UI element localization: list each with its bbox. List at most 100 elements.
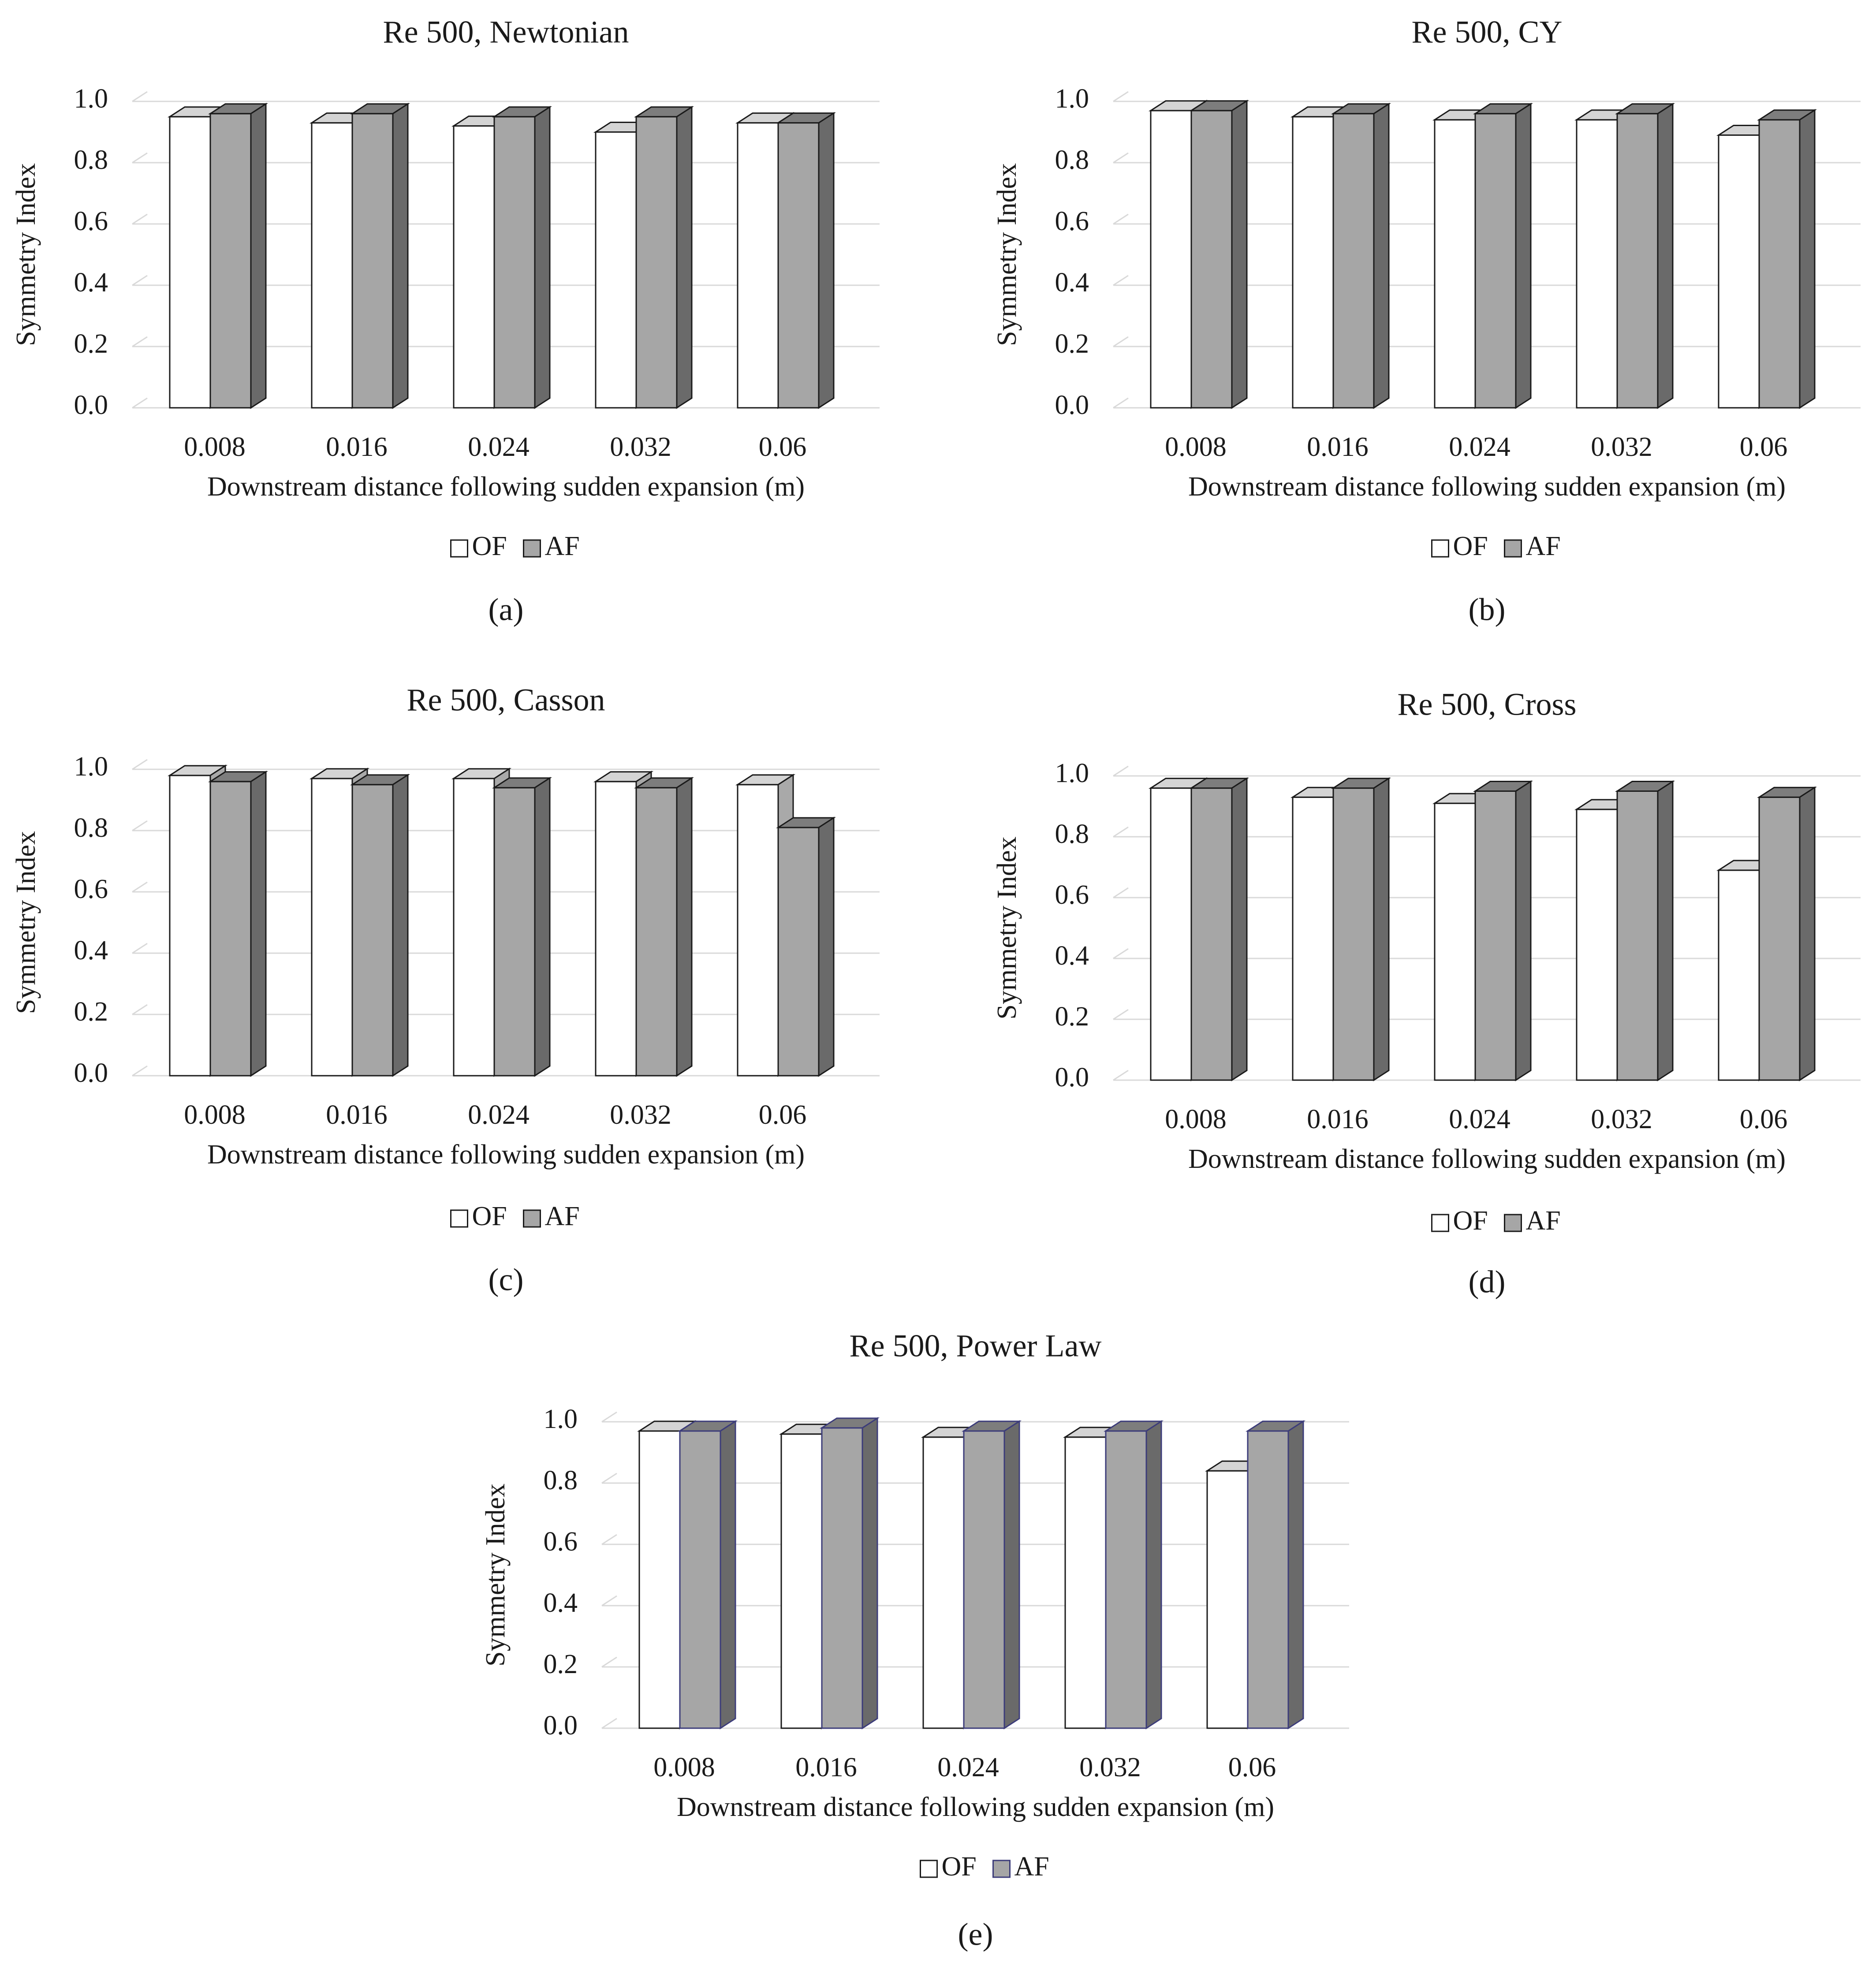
y-tick-label: 0.2	[1055, 1002, 1089, 1032]
bar-of-front	[1064, 1436, 1107, 1729]
y-tick-label: 0.6	[74, 206, 108, 236]
bar-of-front	[453, 125, 495, 409]
y-tick-label: 0.6	[74, 874, 108, 904]
chart-c: Re 500, Casson 0.0 0.2 0.4 0.6 0.8 1.0 Symmetry…	[11, 682, 880, 1297]
bar-af	[350, 103, 410, 409]
legend: OF AF	[920, 1852, 1049, 1882]
bar-af	[634, 105, 694, 409]
bar-af-front	[1332, 787, 1375, 1081]
gridline-depth	[132, 336, 148, 347]
bar-af-front	[209, 781, 252, 1077]
y-tick-label: 0.0	[74, 390, 108, 420]
legend-label-of: OF	[1453, 1206, 1488, 1236]
bar-af	[1189, 777, 1249, 1081]
bar-af-front	[1105, 1430, 1147, 1729]
x-tick-label: 0.024	[1449, 432, 1510, 462]
bar-af	[492, 776, 552, 1077]
bar-af-front	[1190, 110, 1233, 409]
bar-af-front	[1247, 1430, 1289, 1729]
gridline-depth	[601, 1656, 617, 1668]
bar-af	[208, 771, 269, 1077]
bar-of-front	[737, 122, 779, 409]
y-tick-label: 0.4	[544, 1588, 578, 1618]
bar-of-front	[1718, 134, 1760, 409]
y-tick-label: 0.8	[544, 1465, 578, 1495]
x-tick-label: 0.008	[184, 432, 246, 462]
x-tick-label: 0.06	[759, 1100, 807, 1130]
x-tick-label: 0.024	[937, 1752, 999, 1782]
legend-label-of: OF	[1453, 531, 1488, 561]
chart-b: Re 500, CY 0.0 0.2 0.4 0.6 0.8 1.0 Symmetry Ind…	[992, 15, 1861, 627]
legend-swatch-af	[1504, 539, 1522, 558]
chart-d: Re 500, Cross 0.0 0.2 0.4 0.6 0.8 1.0 Symmetry …	[992, 687, 1861, 1300]
legend: OF AF	[450, 531, 580, 561]
gridline-depth	[132, 1004, 148, 1015]
x-tick-label: 0.016	[795, 1752, 857, 1782]
legend-swatch-af	[523, 539, 541, 558]
bar-af	[1189, 100, 1249, 409]
chart-title: Re 500, Power Law	[850, 1328, 1102, 1364]
y-axis-label: Symmetry Index	[11, 831, 41, 1014]
bar-af	[350, 773, 410, 1077]
bar-af-side	[1003, 1420, 1020, 1730]
y-axis-label: Symmetry Index	[992, 837, 1022, 1020]
bar-of-front	[780, 1433, 823, 1729]
gridline-depth	[132, 1065, 148, 1077]
bar-af-side	[720, 1420, 736, 1730]
gridline-depth	[1113, 765, 1129, 777]
y-tick-label: 0.6	[1055, 206, 1089, 236]
bar-of-front	[1292, 796, 1334, 1081]
bar-af-side	[534, 105, 551, 409]
panel-caption: (b)	[1469, 592, 1506, 627]
bar-af-front	[1758, 119, 1801, 409]
bar-of-front	[922, 1436, 965, 1729]
bar-af-side	[1231, 100, 1248, 409]
bar-af-front	[1616, 113, 1659, 409]
gridline-depth	[132, 759, 148, 770]
bar-af-front	[209, 113, 252, 409]
gridline-depth	[1113, 826, 1129, 838]
y-tick-label: 0.8	[74, 145, 108, 175]
bar-af	[492, 105, 552, 409]
legend: OF AF	[1431, 531, 1561, 561]
bar-of-front	[169, 775, 211, 1077]
bar-af-side	[1515, 103, 1532, 409]
x-tick-label: 0.024	[468, 432, 530, 462]
bar-af-front	[679, 1430, 721, 1729]
gridline-depth	[132, 213, 148, 225]
bar-af	[1103, 1420, 1164, 1730]
y-axis-label: Symmetry Index	[481, 1484, 511, 1666]
bar-af-side	[392, 773, 409, 1077]
chart-title: Re 500, CY	[1412, 15, 1563, 50]
x-axis-label: Downstream distance following sudden exp…	[1188, 472, 1786, 502]
bar-of-front	[595, 131, 637, 409]
y-tick-label: 0.6	[1055, 880, 1089, 910]
gridline-depth	[1113, 1009, 1129, 1020]
y-axis-label: Symmetry Index	[992, 163, 1022, 346]
x-tick-label: 0.016	[326, 1100, 388, 1130]
gridline-depth	[132, 820, 148, 831]
chart-title: Re 500, Cross	[1397, 687, 1576, 722]
bar-of-front	[311, 778, 353, 1077]
gridline-depth	[132, 943, 148, 954]
bar-af	[634, 776, 694, 1077]
x-tick-label: 0.024	[468, 1100, 530, 1130]
y-tick-label: 0.4	[1055, 941, 1089, 971]
x-tick-label: 0.024	[1449, 1104, 1510, 1134]
bar-af-front	[635, 787, 678, 1077]
bar-af	[1331, 103, 1391, 409]
chart-e: Re 500, Power Law 0.0 0.2 0.4 0.6 0.8 1.0 Symme…	[481, 1328, 1349, 1952]
bar-of-front	[1576, 119, 1618, 409]
bar-af	[819, 1417, 880, 1730]
bar-af-side	[1373, 103, 1390, 409]
legend-label-of: OF	[472, 1201, 507, 1231]
bar-af-side	[1373, 777, 1390, 1081]
bar-of-front	[737, 784, 779, 1077]
gridline-depth	[1113, 152, 1129, 164]
gridline-depth	[132, 397, 148, 409]
bar-af-side	[1799, 108, 1816, 409]
x-tick-label: 0.032	[1079, 1752, 1141, 1782]
gridline-depth	[1113, 213, 1129, 225]
x-tick-label: 0.032	[1591, 432, 1652, 462]
